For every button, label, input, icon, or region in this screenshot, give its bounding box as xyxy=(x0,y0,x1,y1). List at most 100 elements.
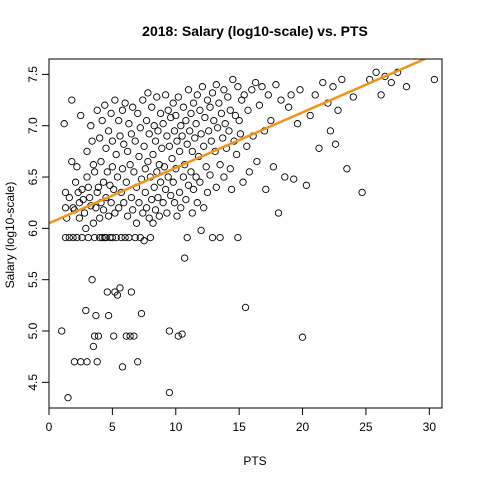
x-tick-label: 25 xyxy=(359,420,373,434)
data-point xyxy=(82,306,90,315)
data-point xyxy=(293,120,302,128)
y-tick-label: 6.0 xyxy=(26,220,40,237)
data-point xyxy=(245,168,253,176)
data-point xyxy=(315,144,323,152)
data-point xyxy=(90,332,99,340)
data-point xyxy=(136,124,144,132)
data-point xyxy=(165,388,174,397)
data-point xyxy=(196,178,204,186)
data-point xyxy=(145,214,153,222)
data-point xyxy=(159,120,167,128)
data-point xyxy=(215,99,223,107)
data-point xyxy=(217,109,226,118)
data-point xyxy=(99,178,108,186)
data-point xyxy=(236,130,245,138)
data-point xyxy=(226,106,234,114)
data-point xyxy=(193,91,201,99)
data-point xyxy=(110,332,118,340)
data-point xyxy=(177,204,185,212)
data-point xyxy=(87,122,95,130)
x-tick-label: 10 xyxy=(169,420,183,434)
data-point xyxy=(164,173,172,181)
data-point xyxy=(329,83,337,91)
data-point xyxy=(255,101,264,109)
y-tick-label: 7.5 xyxy=(26,66,40,83)
data-point xyxy=(116,284,124,292)
data-point xyxy=(193,199,201,207)
data-point xyxy=(358,188,366,197)
data-point xyxy=(165,327,174,335)
data-point xyxy=(184,86,193,94)
data-point xyxy=(169,178,177,186)
data-point xyxy=(196,106,204,114)
data-point xyxy=(206,103,214,111)
plot-frame xyxy=(48,58,443,409)
data-point xyxy=(104,212,113,220)
data-point xyxy=(244,106,252,114)
data-point xyxy=(69,204,77,212)
data-point xyxy=(118,106,127,114)
data-point xyxy=(130,168,138,176)
data-point xyxy=(69,233,77,242)
data-point xyxy=(112,150,120,159)
data-point xyxy=(269,163,278,171)
data-point xyxy=(122,332,130,340)
data-point xyxy=(61,204,70,212)
data-point xyxy=(187,109,195,118)
data-point xyxy=(326,127,335,135)
data-point xyxy=(387,78,395,87)
data-point xyxy=(234,233,242,242)
data-point xyxy=(203,96,212,104)
data-point xyxy=(132,219,141,227)
data-point xyxy=(111,96,119,104)
data-point xyxy=(221,120,229,128)
data-point xyxy=(68,157,76,166)
data-point xyxy=(150,183,158,191)
data-point xyxy=(104,127,113,135)
data-point xyxy=(235,116,243,125)
data-point xyxy=(192,173,200,181)
data-point xyxy=(188,209,196,217)
y-tick-label: 7.0 xyxy=(26,117,40,134)
y-axis-label: Salary (log10-scale) xyxy=(3,182,17,289)
data-point xyxy=(80,209,89,217)
data-point xyxy=(377,91,385,99)
data-point xyxy=(155,212,163,220)
data-point xyxy=(127,130,136,138)
data-point xyxy=(188,147,196,156)
data-point xyxy=(58,327,66,335)
y-tick-label: 6.5 xyxy=(26,168,40,185)
data-point xyxy=(203,188,212,197)
data-point xyxy=(117,233,125,242)
data-point xyxy=(200,142,208,150)
data-point xyxy=(216,161,224,169)
data-point xyxy=(274,209,283,217)
data-point xyxy=(127,193,136,202)
x-tick-label: 15 xyxy=(232,420,246,434)
data-point xyxy=(99,206,108,214)
y-tick-label: 5.0 xyxy=(26,322,40,339)
data-point xyxy=(179,103,188,111)
x-axis-label: PTS xyxy=(243,454,266,468)
data-point xyxy=(170,127,179,135)
data-point xyxy=(135,199,143,207)
data-point xyxy=(155,161,163,169)
data-point xyxy=(201,113,209,122)
data-point xyxy=(306,111,314,120)
data-point xyxy=(227,185,236,194)
chart-title: 2018: Salary (log10-scale) vs. PTS xyxy=(142,23,368,39)
data-point xyxy=(97,157,105,166)
data-point xyxy=(331,140,340,148)
data-point xyxy=(281,173,289,181)
data-point xyxy=(120,199,128,207)
data-point xyxy=(68,96,76,104)
data-point xyxy=(338,75,346,84)
data-point xyxy=(240,91,248,99)
data-point xyxy=(153,93,161,101)
data-point xyxy=(216,233,224,242)
data-point xyxy=(149,219,157,227)
data-point xyxy=(160,163,169,171)
data-point xyxy=(264,91,272,99)
data-point xyxy=(89,219,98,227)
